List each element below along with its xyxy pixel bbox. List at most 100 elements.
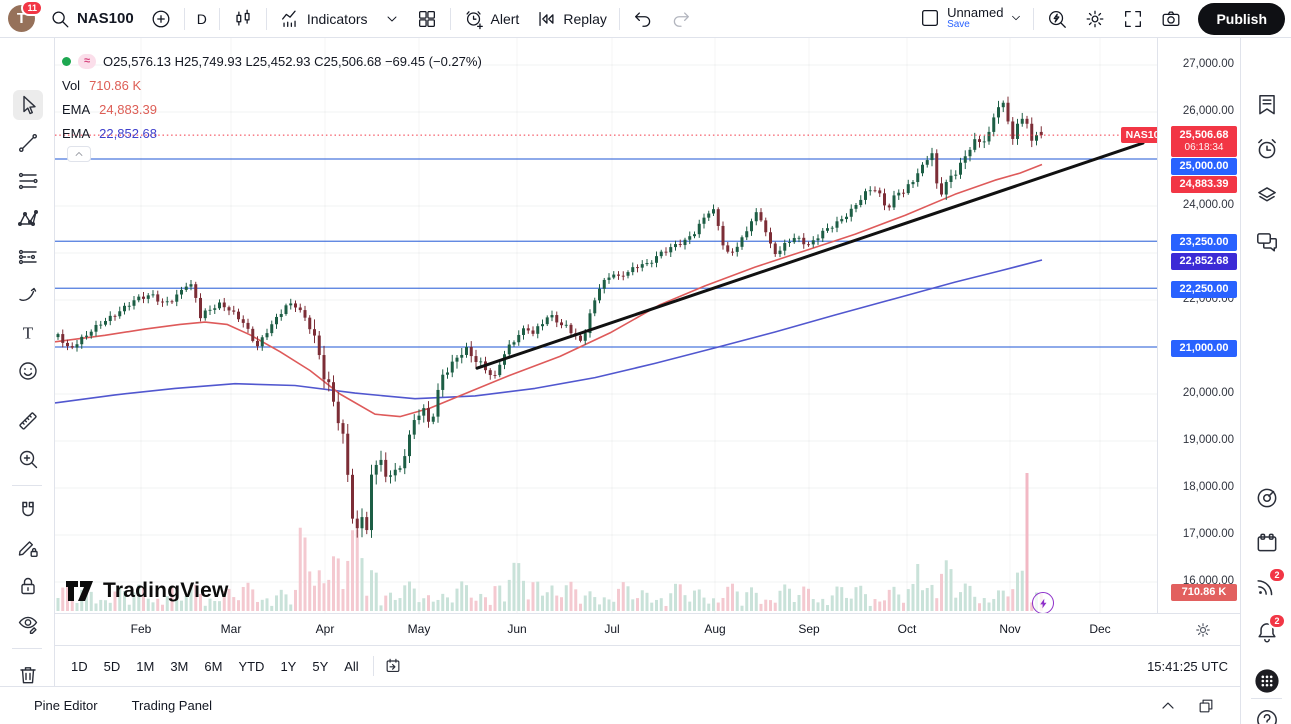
panel-expand-chevron-icon[interactable] (1158, 696, 1178, 716)
drawing-toolbar: T (0, 38, 55, 686)
month-tick: May (407, 622, 431, 636)
undo-button[interactable] (624, 4, 662, 34)
apps-menu-button[interactable] (1252, 666, 1282, 696)
object-tree-button[interactable] (1252, 180, 1282, 210)
streams-button[interactable]: 2 (1252, 567, 1286, 601)
tool-remove-objects[interactable] (13, 660, 43, 690)
price-tick: 20,000.00 (1182, 387, 1234, 399)
tool-drawing-mode-lock[interactable] (13, 533, 43, 563)
tool-ruler[interactable] (13, 406, 43, 436)
chevron-down-icon (1012, 16, 1021, 21)
range-toolbar: 1D 5D 1M 3M 6M YTD 1Y 5Y All 15:41:25 UTC (55, 645, 1240, 686)
tool-trend-line[interactable] (13, 128, 43, 158)
tool-xabcd-pattern[interactable] (13, 204, 43, 234)
chart-area: ≈ O25,576.13 H25,749.93 L25,452.93 C25,5… (55, 38, 1240, 686)
range-button-all[interactable]: All (336, 654, 366, 679)
range-button-ytd[interactable]: YTD (230, 654, 272, 679)
tool-lock-all-drawings[interactable] (13, 571, 43, 601)
price-chart[interactable]: ≈ O25,576.13 H25,749.93 L25,452.93 C25,5… (55, 38, 1157, 613)
user-avatar[interactable]: T 11 (8, 0, 43, 32)
interval-label: D (196, 10, 207, 27)
tool-magnet[interactable] (13, 495, 43, 525)
month-tick: Dec (1089, 622, 1111, 636)
range-button-1m[interactable]: 1M (128, 654, 162, 679)
market-status-dot (62, 56, 71, 66)
layout-name: Unnamed (947, 5, 1004, 21)
range-button-5d[interactable]: 5D (96, 654, 129, 679)
grid-layout-icon (418, 10, 435, 27)
indicator-templates-button[interactable] (376, 7, 408, 31)
watchlist-button[interactable] (1252, 90, 1282, 120)
magnet-icon (22, 501, 34, 517)
month-tick: Aug (704, 622, 726, 636)
tool-fib-retracement[interactable] (13, 166, 43, 196)
save-link[interactable]: Save (947, 19, 970, 31)
alert-button[interactable]: Alert (455, 4, 528, 34)
divider (218, 7, 220, 30)
range-button-3m[interactable]: 3M (162, 654, 196, 679)
range-button-5y[interactable]: 5Y (304, 654, 336, 679)
screenshot-button[interactable] (1152, 4, 1190, 34)
pencil-lock-icon (18, 541, 38, 558)
gear-icon (1087, 10, 1104, 27)
symbol-search-button[interactable]: NAS100 (41, 4, 142, 34)
lock-icon (21, 577, 35, 595)
tool-hide-all-drawings[interactable] (13, 609, 43, 639)
goto-date-button[interactable] (380, 653, 406, 679)
chevron-down-icon (387, 16, 396, 21)
watchlist-icon (1259, 95, 1275, 115)
calendar-button[interactable] (1252, 528, 1282, 558)
tool-brush[interactable] (13, 280, 43, 310)
tool-emoji[interactable] (13, 356, 43, 386)
interval-button[interactable]: D (189, 7, 215, 31)
alerts-panel-button[interactable] (1252, 134, 1282, 164)
replay-button[interactable]: Replay (527, 4, 615, 34)
screener-button[interactable] (1252, 483, 1282, 513)
tool-cursor[interactable] (13, 90, 43, 120)
price-badge: 21,000.00 (1171, 339, 1237, 357)
eye-pencil-icon (18, 616, 38, 634)
delayed-data-badge[interactable]: ≈ (78, 53, 97, 69)
trendline-symbol-flag[interactable]: NAS100 (1121, 127, 1157, 143)
multichart-layout-button[interactable] (408, 4, 446, 34)
tool-projection[interactable] (13, 242, 43, 272)
settings-button[interactable] (1076, 4, 1114, 34)
price-scale-axis[interactable]: 27,000.00 26,000.00 24,000.00 22,000.00 20,0… (1157, 38, 1240, 613)
boost-lightning-button[interactable] (1032, 592, 1054, 613)
axis-settings-gear-icon[interactable] (1193, 620, 1213, 640)
layout-select[interactable]: Unnamed Save (913, 4, 1029, 32)
notifications-button[interactable]: 2 (1252, 613, 1286, 647)
time-scale-axis[interactable]: Feb Mar Apr May Jun Jul Aug Sep Oct Nov Dec (55, 613, 1240, 645)
alert-clock-icon (466, 10, 483, 29)
notifications-badge: 2 (1267, 613, 1286, 629)
price-badge: 710.86 K (1171, 583, 1237, 601)
clock-utc[interactable]: 15:41:25 UTC (1147, 658, 1228, 674)
legend-collapse-button[interactable] (67, 146, 91, 162)
chat-button[interactable] (1252, 227, 1282, 257)
broadcast-icon (1257, 580, 1273, 596)
quick-search-button[interactable] (1038, 4, 1076, 34)
redo-button[interactable] (662, 4, 700, 34)
compare-add-button[interactable] (142, 4, 180, 34)
fullscreen-button[interactable] (1114, 4, 1152, 34)
price-badge: 25,000.00 (1171, 158, 1237, 175)
tradingview-logo-icon (66, 581, 93, 601)
chart-type-button[interactable] (224, 4, 262, 34)
tool-text[interactable]: T (13, 318, 43, 348)
layout-square-icon (922, 10, 939, 27)
ema-slow-label: EMA (62, 125, 91, 141)
range-button-1y[interactable]: 1Y (272, 654, 304, 679)
indicators-button[interactable]: Indicators (271, 4, 376, 34)
tool-zoom-in[interactable] (13, 444, 43, 474)
divider (618, 7, 620, 30)
fib-retracement-icon (18, 172, 38, 190)
publish-button[interactable]: Publish (1198, 2, 1285, 35)
ruler-icon (19, 412, 37, 430)
trading-panel-tab[interactable]: Trading Panel (122, 692, 222, 719)
panel-maximize-icon[interactable] (1196, 696, 1216, 716)
trend-line-icon (19, 134, 38, 153)
range-button-6m[interactable]: 6M (196, 654, 230, 679)
pine-editor-tab[interactable]: Pine Editor (24, 692, 108, 719)
help-button[interactable] (1252, 705, 1282, 724)
range-button-1d[interactable]: 1D (63, 654, 96, 679)
